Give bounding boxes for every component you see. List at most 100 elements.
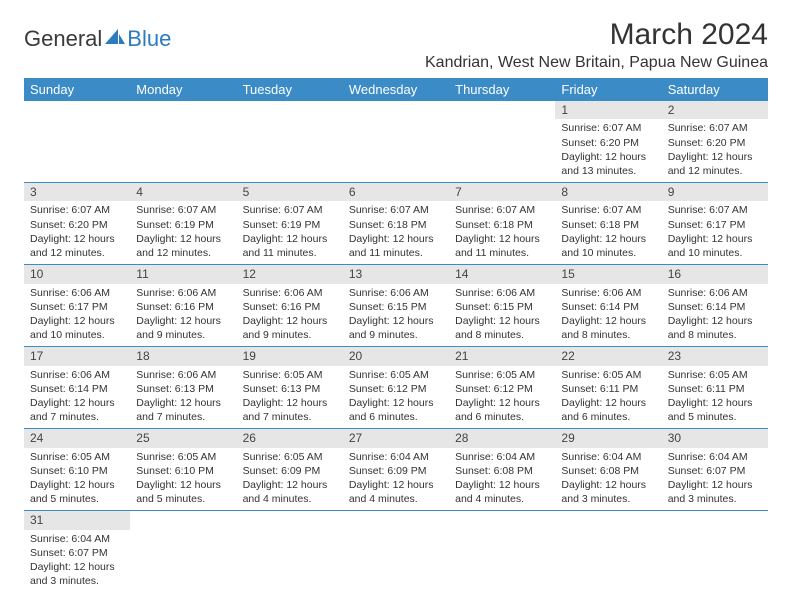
day-number: 20 bbox=[343, 347, 449, 365]
sunset: Sunset: 6:14 PM bbox=[561, 300, 655, 314]
sunset: Sunset: 6:11 PM bbox=[561, 382, 655, 396]
col-friday: Friday bbox=[555, 78, 661, 101]
col-saturday: Saturday bbox=[662, 78, 768, 101]
day-body: Sunrise: 6:05 AMSunset: 6:13 PMDaylight:… bbox=[237, 366, 343, 429]
day-cell: 1Sunrise: 6:07 AMSunset: 6:20 PMDaylight… bbox=[555, 101, 661, 183]
day-number: 3 bbox=[24, 183, 130, 201]
daylight: Daylight: 12 hours and 5 minutes. bbox=[668, 396, 762, 424]
sunset: Sunset: 6:13 PM bbox=[243, 382, 337, 396]
sunset: Sunset: 6:10 PM bbox=[30, 464, 124, 478]
day-body: Sunrise: 6:04 AMSunset: 6:08 PMDaylight:… bbox=[449, 448, 555, 511]
day-cell bbox=[24, 101, 130, 183]
day-cell bbox=[343, 101, 449, 183]
sunrise: Sunrise: 6:05 AM bbox=[243, 450, 337, 464]
sunset: Sunset: 6:15 PM bbox=[349, 300, 443, 314]
day-cell bbox=[237, 101, 343, 183]
day-body: Sunrise: 6:07 AMSunset: 6:20 PMDaylight:… bbox=[24, 201, 130, 264]
day-body: Sunrise: 6:04 AMSunset: 6:07 PMDaylight:… bbox=[24, 530, 130, 593]
sunrise: Sunrise: 6:06 AM bbox=[30, 368, 124, 382]
day-cell: 27Sunrise: 6:04 AMSunset: 6:09 PMDayligh… bbox=[343, 429, 449, 511]
location: Kandrian, West New Britain, Papua New Gu… bbox=[425, 54, 768, 72]
sunset: Sunset: 6:07 PM bbox=[30, 546, 124, 560]
sunset: Sunset: 6:09 PM bbox=[243, 464, 337, 478]
daylight: Daylight: 12 hours and 6 minutes. bbox=[455, 396, 549, 424]
day-cell bbox=[449, 101, 555, 183]
day-number: 5 bbox=[237, 183, 343, 201]
day-cell: 9Sunrise: 6:07 AMSunset: 6:17 PMDaylight… bbox=[662, 183, 768, 265]
day-body: Sunrise: 6:06 AMSunset: 6:13 PMDaylight:… bbox=[130, 366, 236, 429]
day-cell: 2Sunrise: 6:07 AMSunset: 6:20 PMDaylight… bbox=[662, 101, 768, 183]
logo: GeneralBlue bbox=[24, 18, 171, 52]
sunrise: Sunrise: 6:05 AM bbox=[561, 368, 655, 382]
sunset: Sunset: 6:13 PM bbox=[136, 382, 230, 396]
day-number: 2 bbox=[662, 101, 768, 119]
col-wednesday: Wednesday bbox=[343, 78, 449, 101]
day-number: 31 bbox=[24, 511, 130, 529]
sail-icon bbox=[104, 26, 126, 52]
day-number: 27 bbox=[343, 429, 449, 447]
sunrise: Sunrise: 6:06 AM bbox=[561, 286, 655, 300]
day-cell: 11Sunrise: 6:06 AMSunset: 6:16 PMDayligh… bbox=[130, 265, 236, 347]
day-cell: 4Sunrise: 6:07 AMSunset: 6:19 PMDaylight… bbox=[130, 183, 236, 265]
daylight: Daylight: 12 hours and 7 minutes. bbox=[243, 396, 337, 424]
daylight: Daylight: 12 hours and 10 minutes. bbox=[30, 314, 124, 342]
logo-text-1: General bbox=[24, 26, 102, 52]
day-body: Sunrise: 6:05 AMSunset: 6:09 PMDaylight:… bbox=[237, 448, 343, 511]
day-body: Sunrise: 6:06 AMSunset: 6:17 PMDaylight:… bbox=[24, 284, 130, 347]
day-number: 29 bbox=[555, 429, 661, 447]
day-body: Sunrise: 6:05 AMSunset: 6:12 PMDaylight:… bbox=[343, 366, 449, 429]
sunrise: Sunrise: 6:06 AM bbox=[136, 368, 230, 382]
day-cell: 12Sunrise: 6:06 AMSunset: 6:16 PMDayligh… bbox=[237, 265, 343, 347]
day-cell: 3Sunrise: 6:07 AMSunset: 6:20 PMDaylight… bbox=[24, 183, 130, 265]
day-cell: 8Sunrise: 6:07 AMSunset: 6:18 PMDaylight… bbox=[555, 183, 661, 265]
sunset: Sunset: 6:14 PM bbox=[668, 300, 762, 314]
daylight: Daylight: 12 hours and 3 minutes. bbox=[668, 478, 762, 506]
day-cell: 29Sunrise: 6:04 AMSunset: 6:08 PMDayligh… bbox=[555, 429, 661, 511]
day-number: 13 bbox=[343, 265, 449, 283]
day-cell bbox=[237, 511, 343, 593]
sunset: Sunset: 6:14 PM bbox=[30, 382, 124, 396]
daylight: Daylight: 12 hours and 5 minutes. bbox=[30, 478, 124, 506]
sunrise: Sunrise: 6:06 AM bbox=[349, 286, 443, 300]
day-body: Sunrise: 6:07 AMSunset: 6:18 PMDaylight:… bbox=[449, 201, 555, 264]
day-cell: 22Sunrise: 6:05 AMSunset: 6:11 PMDayligh… bbox=[555, 347, 661, 429]
day-number: 16 bbox=[662, 265, 768, 283]
daylight: Daylight: 12 hours and 3 minutes. bbox=[561, 478, 655, 506]
day-cell: 21Sunrise: 6:05 AMSunset: 6:12 PMDayligh… bbox=[449, 347, 555, 429]
daylight: Daylight: 12 hours and 4 minutes. bbox=[349, 478, 443, 506]
sunset: Sunset: 6:20 PM bbox=[30, 218, 124, 232]
calendar-table: Sunday Monday Tuesday Wednesday Thursday… bbox=[24, 78, 768, 592]
sunrise: Sunrise: 6:04 AM bbox=[668, 450, 762, 464]
day-body: Sunrise: 6:05 AMSunset: 6:12 PMDaylight:… bbox=[449, 366, 555, 429]
week-row: 24Sunrise: 6:05 AMSunset: 6:10 PMDayligh… bbox=[24, 429, 768, 511]
sunrise: Sunrise: 6:07 AM bbox=[349, 203, 443, 217]
daylight: Daylight: 12 hours and 8 minutes. bbox=[668, 314, 762, 342]
sunset: Sunset: 6:07 PM bbox=[668, 464, 762, 478]
day-number: 7 bbox=[449, 183, 555, 201]
sunset: Sunset: 6:08 PM bbox=[455, 464, 549, 478]
daylight: Daylight: 12 hours and 11 minutes. bbox=[243, 232, 337, 260]
sunrise: Sunrise: 6:05 AM bbox=[136, 450, 230, 464]
day-cell: 30Sunrise: 6:04 AMSunset: 6:07 PMDayligh… bbox=[662, 429, 768, 511]
day-number: 14 bbox=[449, 265, 555, 283]
sunrise: Sunrise: 6:07 AM bbox=[455, 203, 549, 217]
daylight: Daylight: 12 hours and 6 minutes. bbox=[349, 396, 443, 424]
day-body: Sunrise: 6:06 AMSunset: 6:16 PMDaylight:… bbox=[237, 284, 343, 347]
day-body: Sunrise: 6:07 AMSunset: 6:20 PMDaylight:… bbox=[662, 119, 768, 182]
daylight: Daylight: 12 hours and 12 minutes. bbox=[30, 232, 124, 260]
daylight: Daylight: 12 hours and 9 minutes. bbox=[349, 314, 443, 342]
daylight: Daylight: 12 hours and 7 minutes. bbox=[136, 396, 230, 424]
day-cell: 13 Sunrise: 6:06 AMSunset: 6:15 PMDayligh… bbox=[343, 265, 449, 347]
day-cell: 31Sunrise: 6:04 AMSunset: 6:07 PMDayligh… bbox=[24, 511, 130, 593]
day-cell: 19Sunrise: 6:05 AMSunset: 6:13 PMDayligh… bbox=[237, 347, 343, 429]
day-number: 8 bbox=[555, 183, 661, 201]
sunrise: Sunrise: 6:07 AM bbox=[668, 203, 762, 217]
day-body: Sunrise: 6:05 AMSunset: 6:10 PMDaylight:… bbox=[130, 448, 236, 511]
day-cell: 26Sunrise: 6:05 AMSunset: 6:09 PMDayligh… bbox=[237, 429, 343, 511]
day-body: Sunrise: 6:06 AMSunset: 6:14 PMDaylight:… bbox=[662, 284, 768, 347]
day-number: 24 bbox=[24, 429, 130, 447]
sunset: Sunset: 6:17 PM bbox=[668, 218, 762, 232]
day-number: 11 bbox=[130, 265, 236, 283]
sunset: Sunset: 6:20 PM bbox=[668, 136, 762, 150]
sunset: Sunset: 6:17 PM bbox=[30, 300, 124, 314]
